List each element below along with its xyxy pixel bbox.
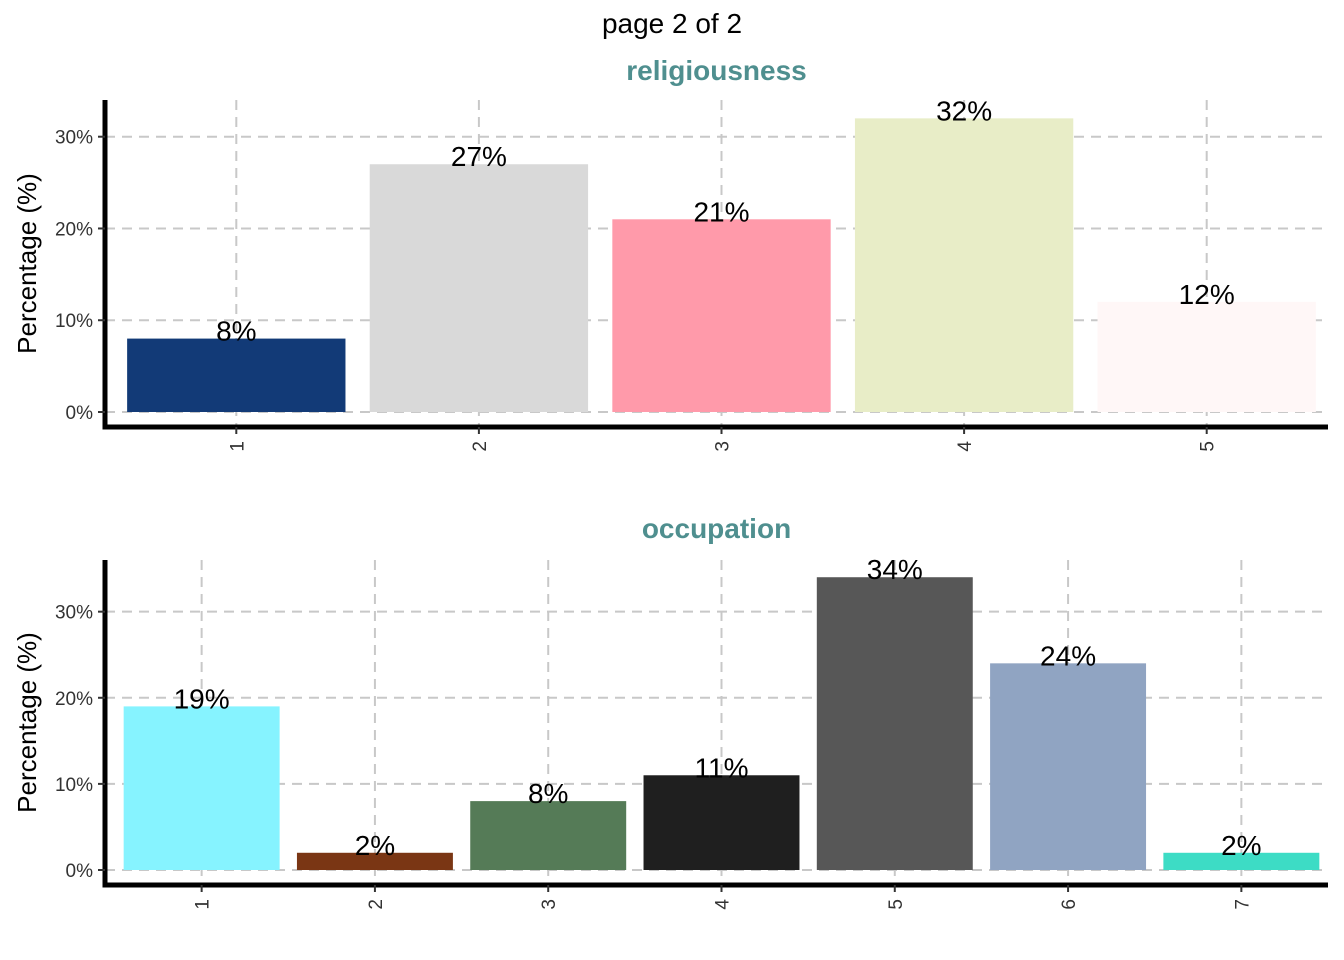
chart-title: occupation bbox=[642, 513, 791, 544]
y-tick-label: 10% bbox=[55, 311, 93, 332]
bar-4 bbox=[854, 118, 1074, 413]
chart-title: religiousness bbox=[626, 55, 807, 86]
x-tick-label: 1 bbox=[227, 441, 248, 452]
y-tick-label: 10% bbox=[55, 775, 93, 796]
bar-1 bbox=[123, 706, 280, 870]
y-tick-label: 30% bbox=[55, 128, 93, 149]
chart-panel-occupation: 19% 2% 8% 11% 34% 24% 2% 0% 10% 20% 30% 1 2 3 4 5 6 7 Perc… bbox=[12, 513, 1328, 910]
x-tick-label: 6 bbox=[1059, 899, 1080, 910]
data-label: 32% bbox=[936, 95, 992, 126]
page-title: page 2 of 2 bbox=[602, 8, 742, 39]
data-label: 8% bbox=[216, 316, 256, 347]
y-axis-label: Percentage (%) bbox=[12, 632, 42, 813]
x-tick-label: 3 bbox=[713, 441, 734, 452]
y-tick-label: 0% bbox=[66, 403, 94, 424]
x-tick-label: 5 bbox=[886, 899, 907, 910]
x-tick-label: 7 bbox=[1232, 899, 1253, 910]
bar-2 bbox=[296, 852, 453, 870]
data-label: 12% bbox=[1179, 279, 1235, 310]
y-tick-label: 30% bbox=[55, 603, 93, 624]
data-label: 21% bbox=[693, 196, 749, 227]
data-label: 19% bbox=[174, 683, 230, 714]
data-label: 24% bbox=[1040, 640, 1096, 671]
bar-4 bbox=[643, 775, 800, 870]
y-axis-label: Percentage (%) bbox=[12, 173, 42, 354]
bar-3 bbox=[470, 801, 627, 870]
y-tick-label: 0% bbox=[66, 861, 94, 882]
x-tick-label: 2 bbox=[470, 441, 491, 452]
x-tick-label: 5 bbox=[1198, 441, 1219, 452]
data-label: 11% bbox=[695, 752, 749, 783]
x-tick-label: 2 bbox=[366, 899, 387, 910]
data-label: 2% bbox=[355, 830, 395, 861]
data-label: 8% bbox=[528, 778, 568, 809]
x-tick-label: 4 bbox=[955, 441, 976, 452]
axis-lines bbox=[102, 560, 1328, 888]
bar-5 bbox=[816, 577, 973, 870]
bar-3 bbox=[612, 219, 831, 412]
x-tick-label: 1 bbox=[193, 899, 214, 910]
bar-5 bbox=[1097, 301, 1316, 412]
bar-6 bbox=[990, 663, 1147, 870]
y-tick-label: 20% bbox=[55, 689, 93, 710]
bar-7 bbox=[1163, 852, 1320, 870]
axis-lines bbox=[102, 100, 1328, 430]
data-label: 34% bbox=[867, 554, 923, 585]
y-tick-label: 20% bbox=[55, 219, 93, 240]
x-tick-label: 3 bbox=[539, 899, 560, 910]
bar-1 bbox=[127, 338, 346, 412]
chart-panel-religiousness: 8% 27% 21% 32% 12% 0% 10% 20% 30% 1 2 3 4 5 Percentage… bbox=[12, 55, 1328, 452]
x-tick-label: 4 bbox=[713, 899, 734, 910]
bar-2 bbox=[369, 164, 589, 412]
data-label: 2% bbox=[1221, 830, 1261, 861]
data-label: 27% bbox=[451, 141, 507, 172]
